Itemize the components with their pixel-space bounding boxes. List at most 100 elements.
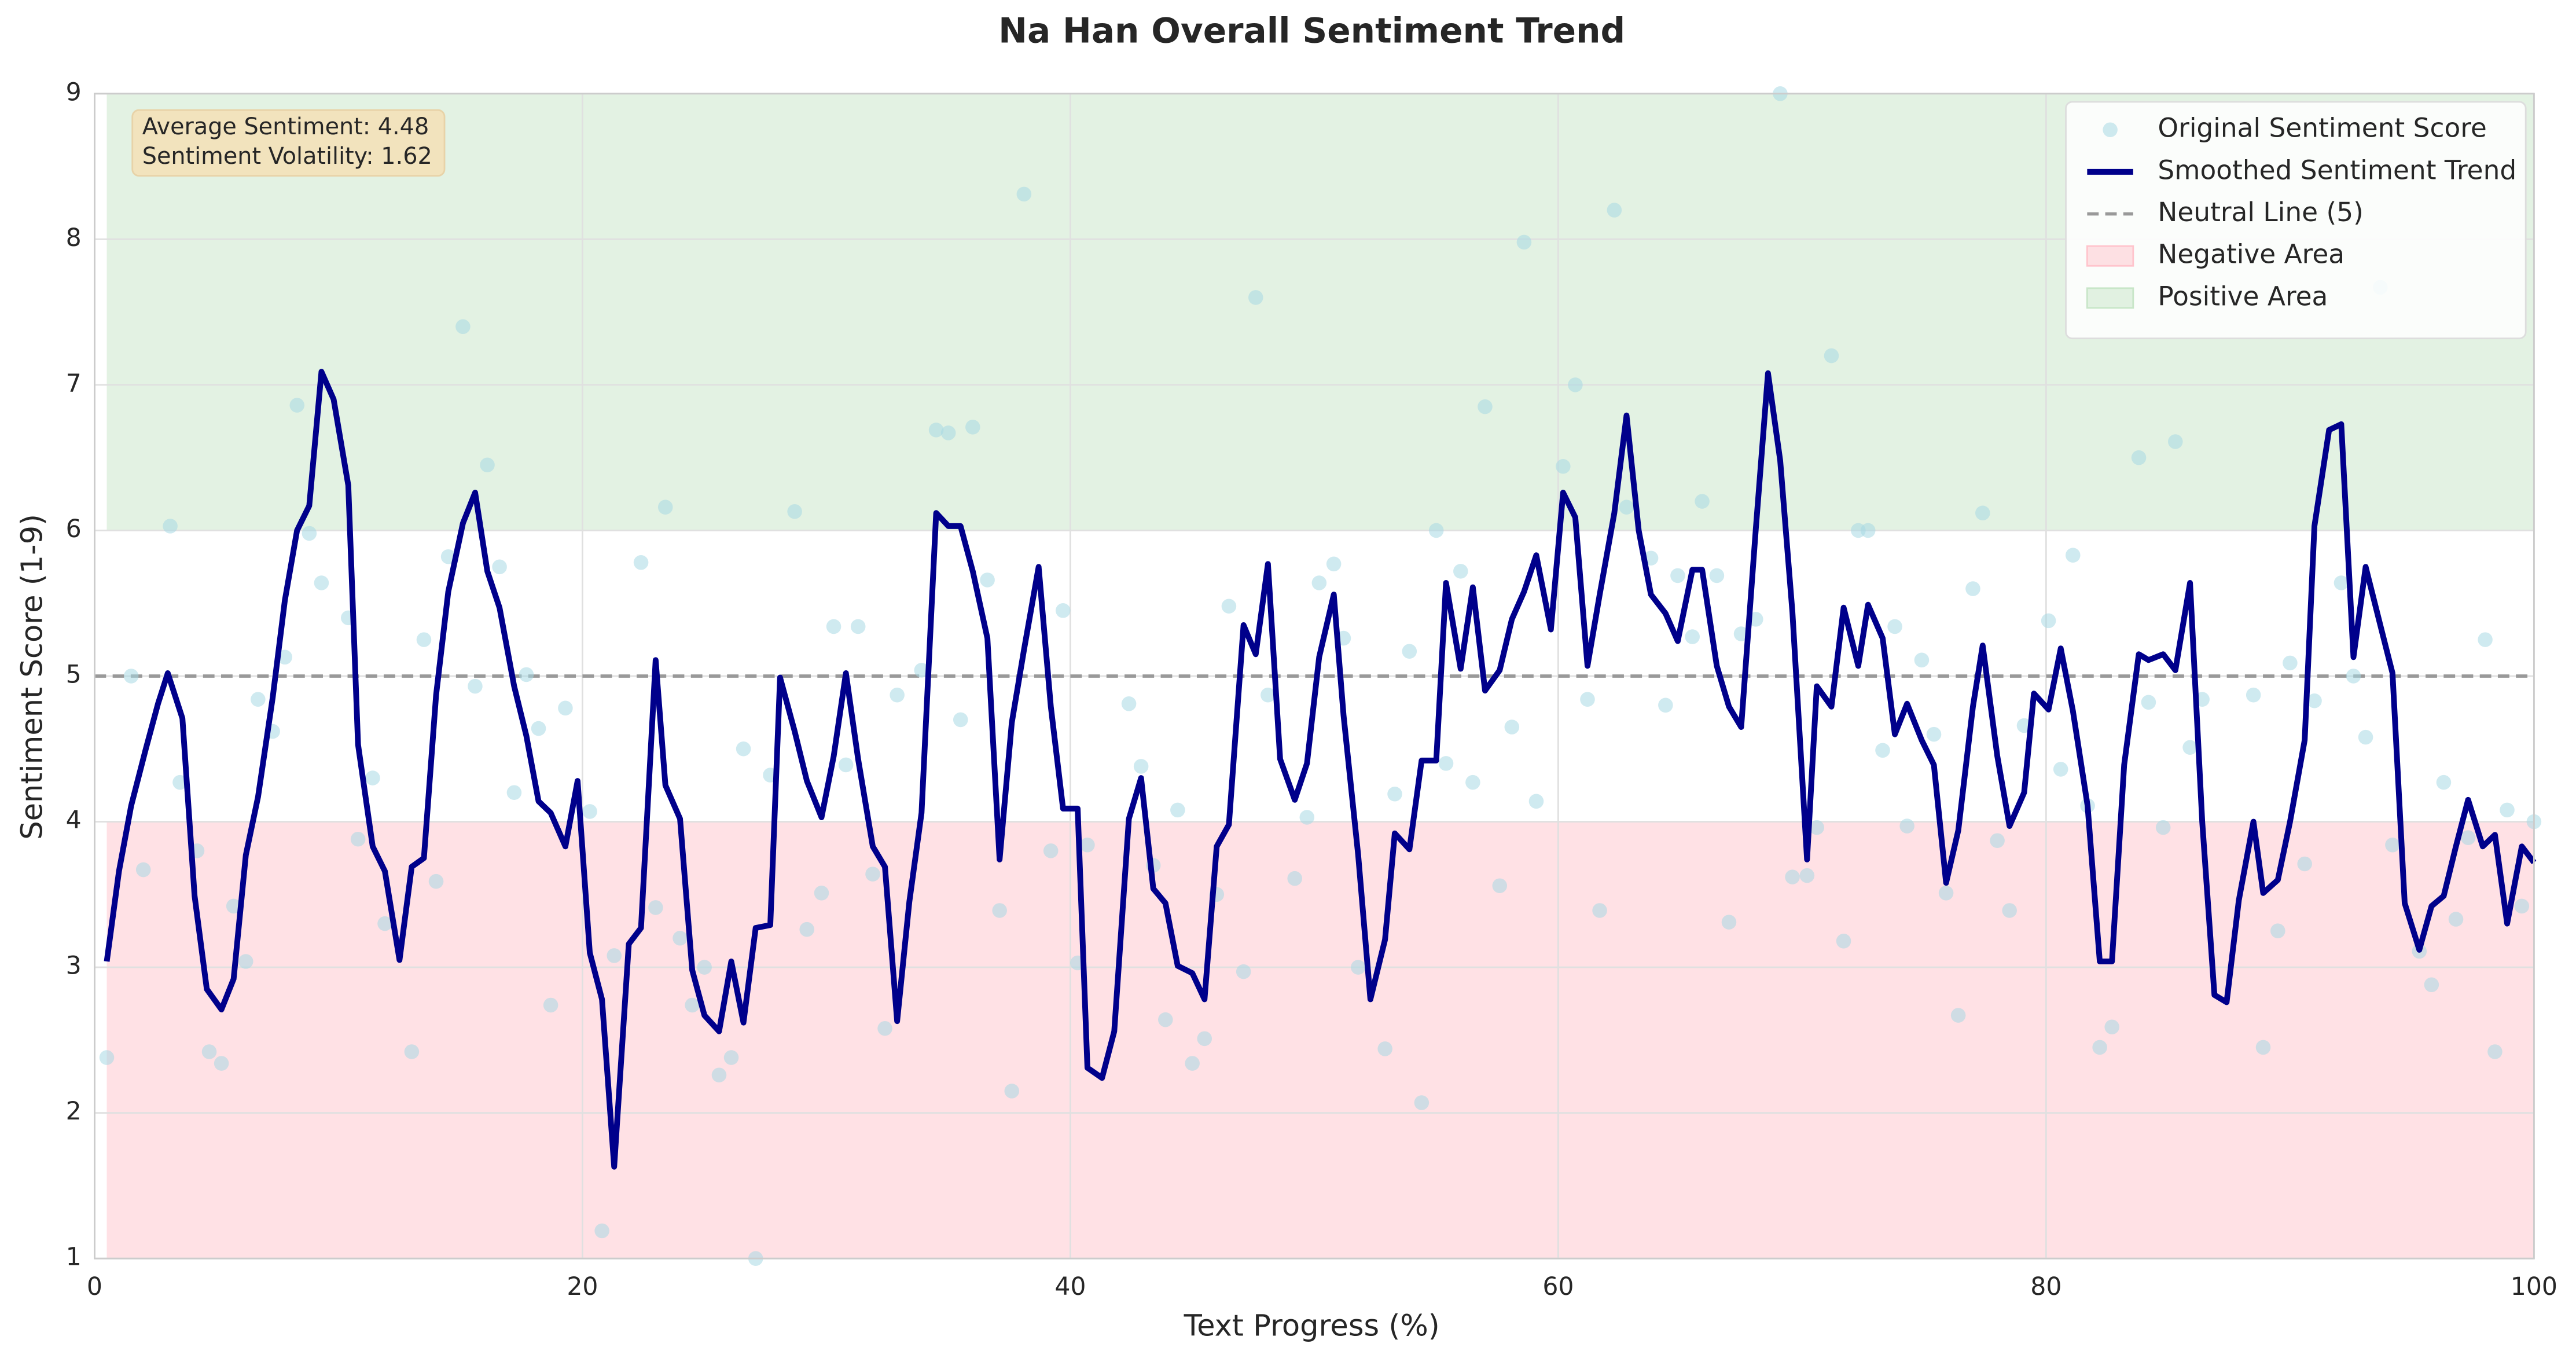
x-tick-label: 40: [1054, 1272, 1086, 1301]
scatter-point: [633, 555, 649, 570]
scatter-point: [2182, 740, 2197, 755]
legend-label: Negative Area: [2158, 239, 2345, 270]
annotation-bg: [131, 109, 446, 177]
legend-box: [2065, 101, 2527, 340]
scatter-point: [838, 757, 854, 773]
scatter-point: [1721, 915, 1737, 930]
scatter-point: [877, 1020, 892, 1036]
x-tick-label: 60: [1542, 1272, 1574, 1301]
scatter-point: [506, 785, 522, 800]
scatter-point: [1685, 629, 1700, 644]
scatter-point: [1799, 868, 1815, 883]
scatter-point: [2334, 575, 2349, 590]
scatter-point: [492, 559, 507, 575]
scatter-point: [2436, 774, 2452, 790]
scatter-point: [2514, 898, 2530, 914]
scatter-point: [416, 632, 432, 647]
scatter-point: [787, 504, 802, 519]
legend-marker: [2103, 122, 2118, 138]
scatter-point: [1428, 523, 1444, 538]
scatter-point: [1965, 581, 1980, 596]
scatter-point: [2104, 1019, 2119, 1034]
scatter-point: [953, 712, 968, 728]
scatter-point: [980, 572, 995, 588]
scatter-point: [440, 549, 456, 564]
scatter-point: [1185, 1056, 1200, 1071]
band: [106, 821, 2534, 1259]
scatter-point: [480, 457, 495, 473]
legend-marker: [2086, 245, 2134, 267]
scatter-point: [1402, 644, 1417, 659]
scatter-point: [314, 575, 329, 590]
scatter-point: [992, 903, 1007, 918]
x-tick-label: 100: [2511, 1272, 2557, 1301]
scatter-point: [2002, 903, 2017, 918]
scatter-point: [2500, 802, 2515, 818]
scatter-point: [1580, 692, 1595, 707]
scatter-point: [1080, 838, 1095, 853]
scatter-point: [1516, 234, 1532, 250]
scatter-point: [201, 1044, 217, 1059]
scatter-point: [799, 922, 814, 937]
scatter-point: [1387, 786, 1402, 802]
scatter-point: [1658, 697, 1673, 713]
scatter-point: [1899, 818, 1914, 834]
scatter-point: [1158, 1012, 1173, 1027]
scatter-point: [404, 1044, 420, 1059]
axes: 0 20 40 60 80 100 1 2 3 4 5 6 7 8 9: [66, 78, 2557, 1301]
scatter-point: [455, 319, 471, 335]
scatter-point: [1528, 794, 1544, 809]
scatter-point: [657, 500, 673, 515]
scatter-point: [1875, 743, 1890, 758]
trend-line: [104, 369, 2537, 1170]
scatter-point: [2346, 669, 2361, 684]
scatter-point: [1261, 687, 1276, 703]
scatter-point: [1453, 564, 1468, 579]
scatter-point: [2270, 923, 2285, 938]
scatter-point: [1733, 626, 1749, 641]
scatter-point: [673, 931, 688, 946]
scatter-point: [1351, 960, 1366, 975]
scatter-point: [2155, 820, 2171, 835]
scatter-point: [1860, 523, 1876, 538]
scatter-point: [1926, 726, 1942, 742]
scatter-point: [251, 692, 266, 707]
scatter-point: [2487, 1044, 2502, 1059]
x-tick-label: 0: [87, 1272, 102, 1301]
scatter-point: [2283, 655, 2298, 671]
scatter-point: [123, 669, 139, 684]
scatter-point: [214, 1056, 229, 1071]
scatter-point: [914, 663, 929, 678]
scatter-point: [2424, 977, 2439, 993]
scatter-point: [1836, 934, 1851, 949]
scatter-point: [814, 886, 829, 901]
scatter-point: [2460, 830, 2476, 845]
scatter-point: [2478, 632, 2493, 647]
scatter-point: [289, 398, 305, 413]
scatter-point: [428, 873, 444, 889]
scatter-point: [736, 741, 751, 757]
scatter-point: [1236, 964, 1251, 979]
scatter-point: [2131, 450, 2147, 465]
scatter-point: [607, 948, 622, 963]
scatter-point: [711, 1067, 727, 1083]
scatter-point: [1619, 500, 1634, 515]
y-tick-label: 1: [66, 1243, 82, 1272]
chart-title: Na Han Overall Sentiment Trend: [998, 11, 1625, 51]
scatter-point: [1299, 810, 1315, 825]
scatter-point: [2255, 1040, 2271, 1055]
scatter-point: [277, 649, 292, 665]
y-tick-label: 6: [66, 515, 82, 544]
scatter-point: [1990, 833, 2005, 849]
scatter-point: [2385, 838, 2400, 853]
scatter-point: [1377, 1041, 1392, 1056]
scatter-point: [2307, 693, 2322, 708]
legend-label: Positive Area: [2158, 281, 2328, 311]
y-axis-label: Sentiment Score (1-9): [15, 514, 49, 840]
legend-label: Neutral Line (5): [2158, 197, 2363, 227]
y-tick-label: 9: [66, 78, 82, 107]
annotation-text: Average Sentiment: 4.48: [142, 113, 429, 140]
scatter-point: [1221, 599, 1237, 614]
scatter-point: [1568, 377, 1583, 392]
scatter-point: [1709, 568, 1725, 583]
